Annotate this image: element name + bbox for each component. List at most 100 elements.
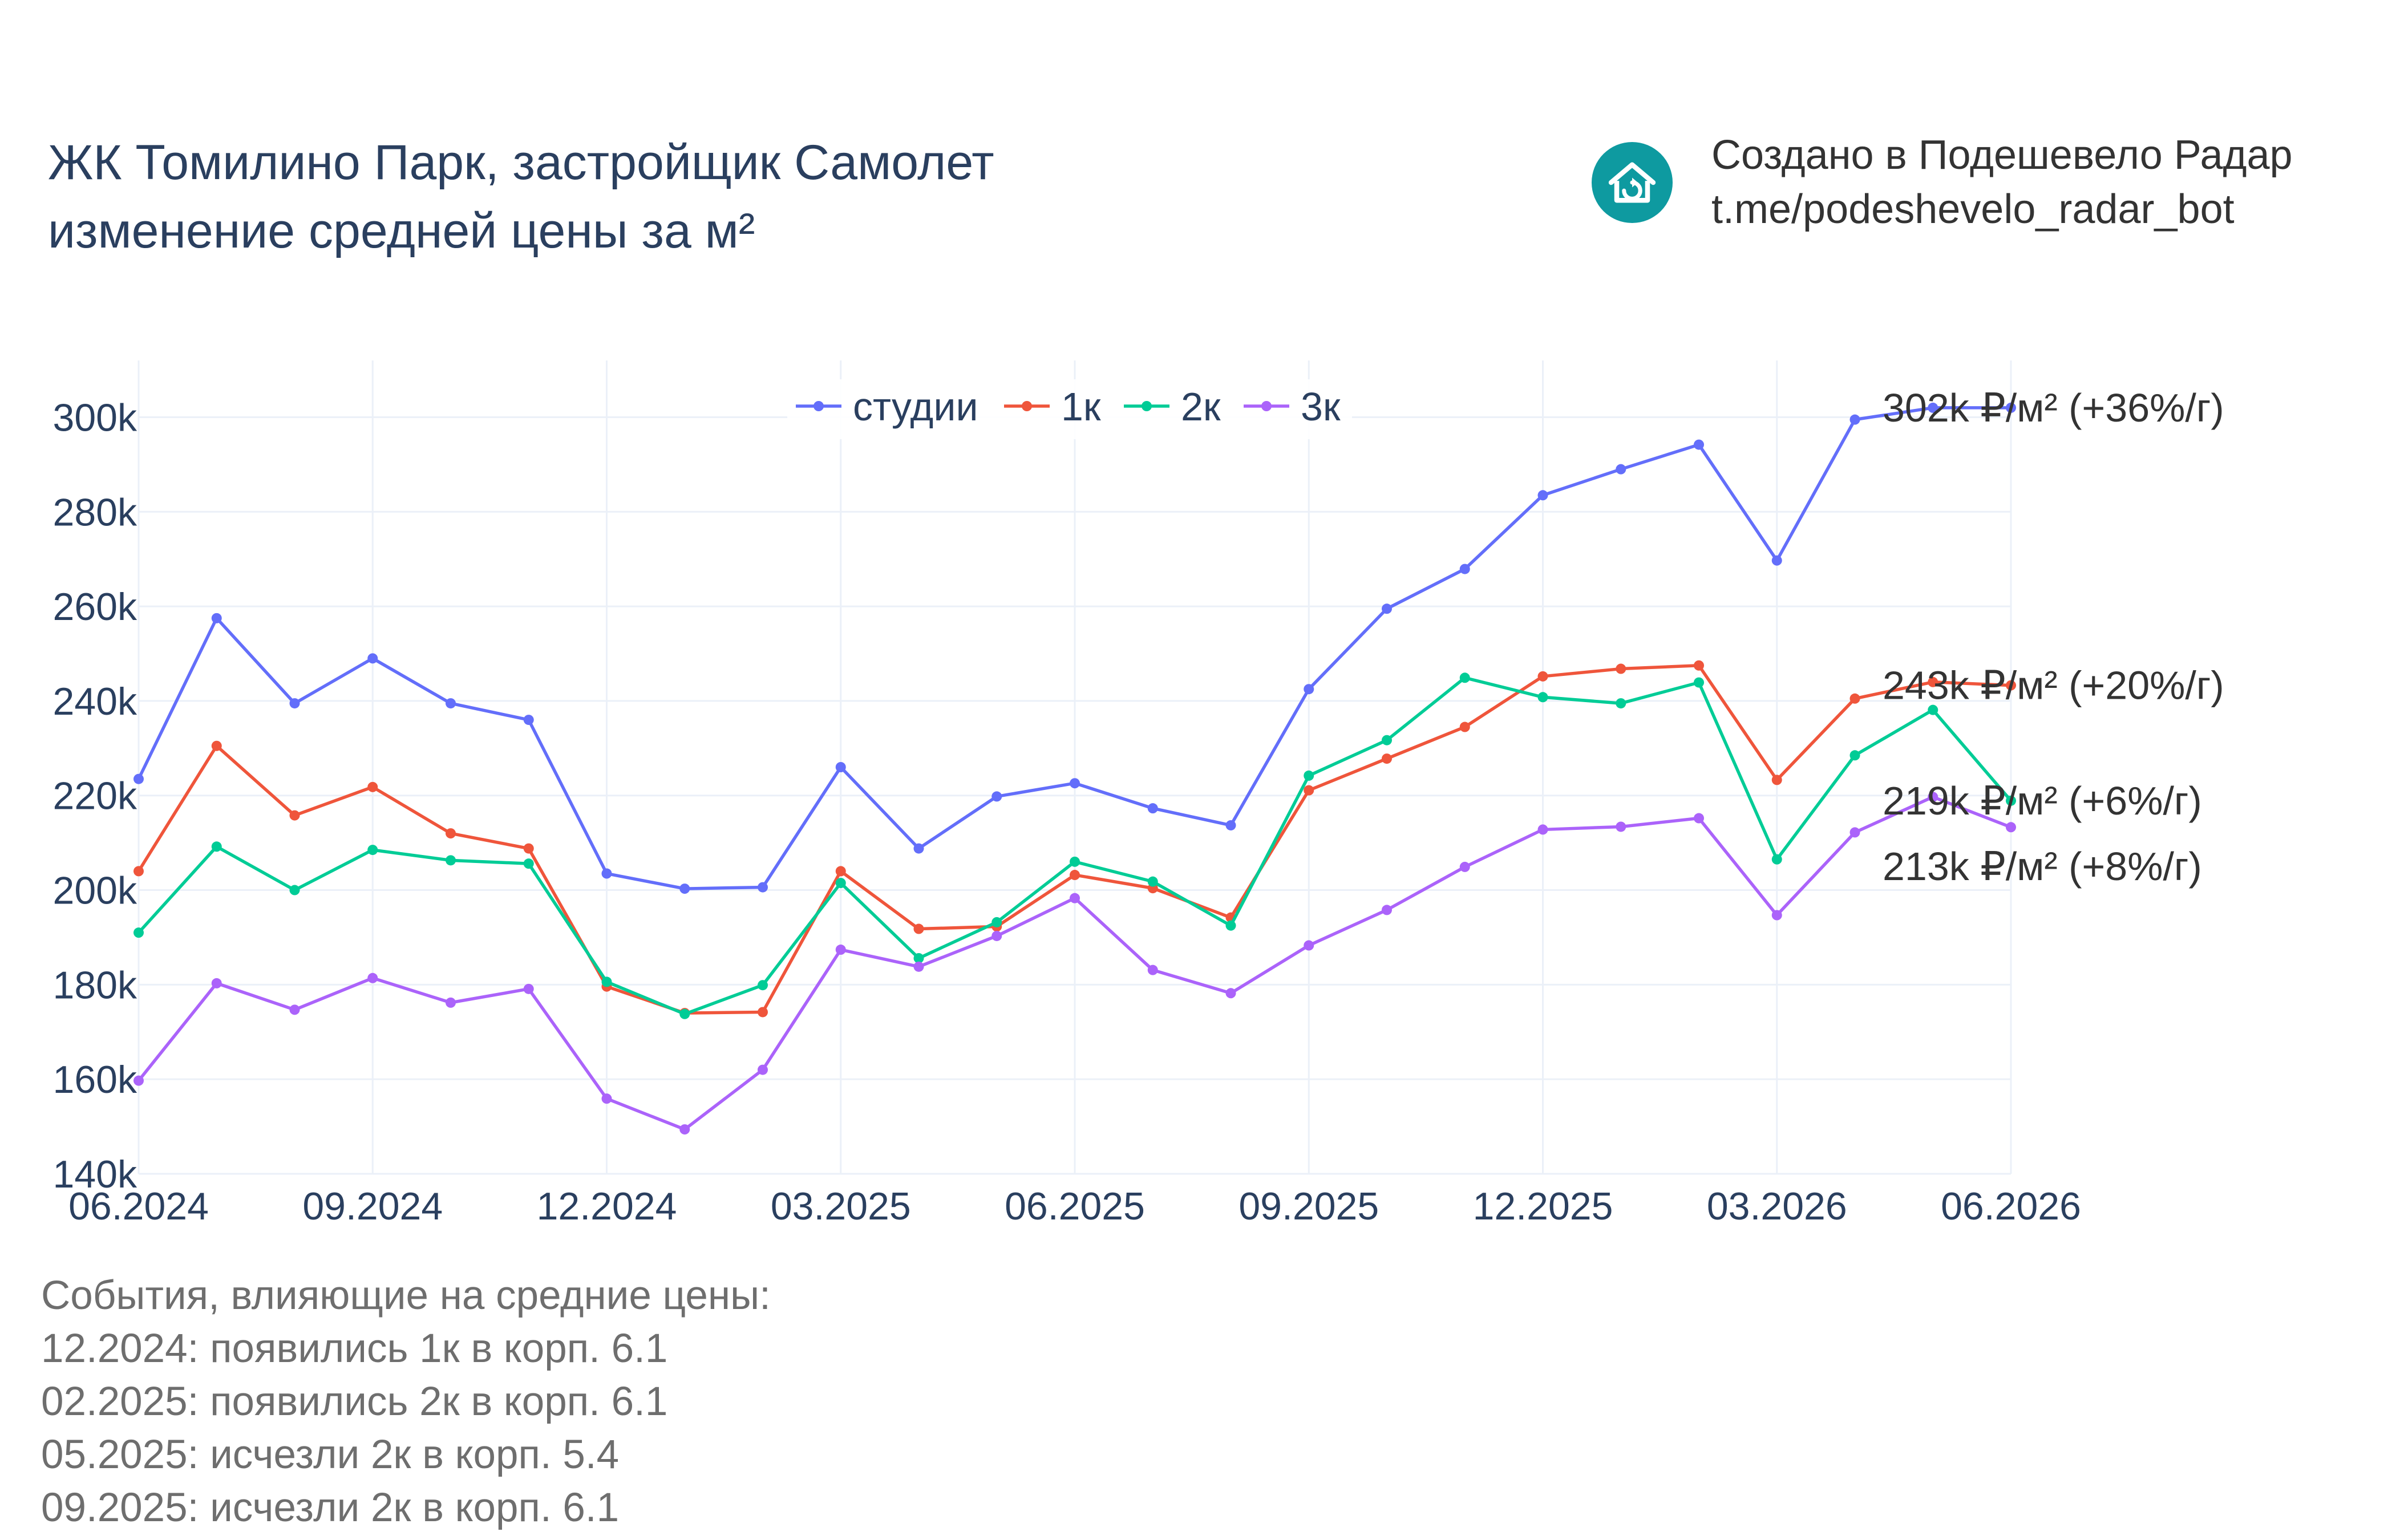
- data-point: [601, 1093, 612, 1104]
- data-point: [1694, 677, 1704, 688]
- y-tick-label: 160k: [53, 1058, 137, 1101]
- data-point: [1459, 722, 1470, 732]
- data-point: [1147, 803, 1158, 814]
- data-point: [1459, 564, 1470, 574]
- legend-item-2к[interactable]: 2к: [1124, 384, 1221, 429]
- data-point: [835, 878, 846, 889]
- legend-background: [787, 379, 1352, 439]
- x-tick-label: 06.2025: [1005, 1185, 1145, 1228]
- data-point: [601, 976, 612, 987]
- data-point: [367, 653, 378, 664]
- legend-swatch-marker: [1142, 401, 1152, 411]
- y-tick-label: 300k: [53, 396, 137, 439]
- data-point: [1771, 854, 1782, 865]
- data-point: [2006, 795, 2016, 806]
- data-point: [1070, 778, 1080, 789]
- event-item: 09.2025: исчезли 2к в корп. 6.1: [41, 1485, 620, 1530]
- credit-text[interactable]: Создано в Подешевело Радар t.me/podeshev…: [1711, 128, 2293, 237]
- data-point: [758, 1007, 768, 1018]
- event-item: 12.2024: появились 1к в корп. 6.1: [41, 1326, 668, 1371]
- data-point: [523, 858, 534, 869]
- x-tick-label: 12.2025: [1473, 1185, 1613, 1228]
- data-point: [133, 1075, 144, 1086]
- legend-label: студии: [853, 384, 978, 429]
- data-point: [991, 917, 1002, 927]
- data-point: [1771, 775, 1782, 785]
- data-point: [1771, 555, 1782, 566]
- legend-item-3к[interactable]: 3к: [1244, 384, 1341, 429]
- series-студии: [133, 402, 2016, 894]
- data-point: [1928, 704, 1938, 715]
- legend-item-1к[interactable]: 1к: [1004, 384, 1101, 429]
- legend-swatch-marker: [1261, 401, 1272, 411]
- data-point: [1147, 876, 1158, 887]
- y-tick-label: 280k: [53, 491, 137, 534]
- legend-swatch-marker: [813, 401, 824, 411]
- y-tick-label: 200k: [53, 869, 137, 913]
- data-point: [523, 983, 534, 994]
- data-point: [991, 791, 1002, 802]
- data-point: [1928, 402, 1938, 413]
- data-point: [835, 866, 846, 877]
- data-point: [913, 923, 924, 934]
- data-point: [1459, 861, 1470, 872]
- data-point: [1382, 735, 1392, 745]
- y-tick-label: 260k: [53, 585, 137, 629]
- data-point: [758, 980, 768, 991]
- title-line-1: ЖК Томилино Парк, застройщик Самолет: [48, 135, 994, 190]
- house-refresh-icon: [1592, 142, 1673, 223]
- data-point: [133, 927, 144, 938]
- data-point: [1849, 827, 1860, 838]
- grid: [137, 360, 2012, 1175]
- data-point: [1616, 464, 1626, 475]
- credit-line-2[interactable]: t.me/podeshevelo_radar_bot: [1711, 187, 2235, 232]
- data-point: [289, 698, 300, 709]
- data-point: [1771, 910, 1782, 921]
- data-point: [1304, 785, 1314, 796]
- data-point: [1849, 414, 1860, 425]
- end-value-label: 302k ₽/м² (+36%/г): [1883, 386, 2224, 430]
- data-point: [835, 762, 846, 772]
- legend-item-студии[interactable]: студии: [796, 384, 978, 429]
- data-point: [367, 972, 378, 983]
- data-point: [1225, 988, 1236, 999]
- credit-line-1: Создано в Подешевело Радар: [1711, 132, 2293, 178]
- data-point: [1537, 490, 1548, 501]
- data-point: [211, 841, 222, 852]
- data-point: [1537, 824, 1548, 835]
- x-tick-label: 03.2025: [771, 1185, 911, 1228]
- legend-label: 3к: [1301, 384, 1341, 429]
- end-value-label: 219k ₽/м² (+6%/г): [1883, 779, 2202, 823]
- data-point: [289, 1004, 300, 1015]
- data-point: [1304, 940, 1314, 951]
- event-item: 05.2025: исчезли 2к в корп. 5.4: [41, 1432, 620, 1477]
- data-point: [446, 698, 456, 709]
- data-point: [1694, 813, 1704, 824]
- data-point: [1070, 893, 1080, 903]
- legend-swatch-marker: [1022, 401, 1032, 411]
- event-item: 02.2025: появились 2к в корп. 6.1: [41, 1379, 668, 1424]
- data-point: [1928, 792, 1938, 803]
- x-tick-label: 06.2024: [68, 1185, 209, 1228]
- data-point: [1070, 870, 1080, 881]
- data-point: [1694, 439, 1704, 450]
- data-point: [1070, 856, 1080, 867]
- data-point: [913, 953, 924, 963]
- data-point: [2006, 822, 2016, 833]
- data-point: [1616, 821, 1626, 832]
- line-chart: 140k 160k 180k 200k 220k 240k 260k 280k 300k 06.2…: [53, 360, 2224, 1228]
- data-point: [211, 740, 222, 751]
- data-point: [1225, 820, 1236, 830]
- events-heading: События, влияющие на средние цены:: [41, 1273, 771, 1318]
- data-point: [2006, 680, 2016, 691]
- data-point: [1147, 964, 1158, 975]
- data-point: [835, 945, 846, 955]
- data-point: [679, 1008, 690, 1019]
- data-point: [679, 884, 690, 894]
- data-point: [446, 855, 456, 866]
- data-point: [1694, 660, 1704, 671]
- y-tick-label: 180k: [53, 963, 137, 1007]
- data-point: [679, 1124, 690, 1135]
- data-point: [1928, 676, 1938, 687]
- data-point: [1616, 698, 1626, 709]
